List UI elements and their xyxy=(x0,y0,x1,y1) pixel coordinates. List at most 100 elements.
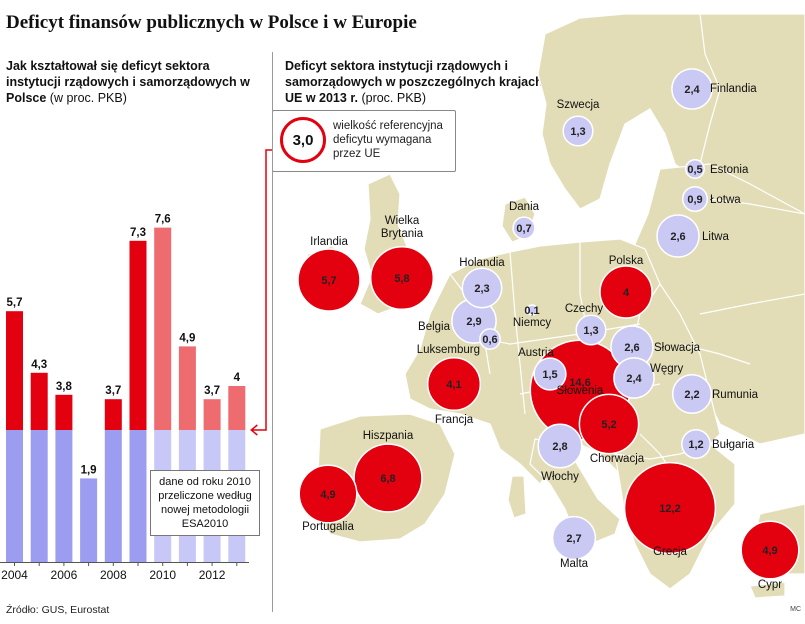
bar-value-label: 3,7 xyxy=(105,385,121,397)
bubble-dania xyxy=(512,216,536,240)
bar-value-labels: 5,7 4,3 3,8 1,9 3,7 7,3 7,6 4,9 3,7 4 xyxy=(7,214,241,477)
reference-circle-icon: 3,0 xyxy=(280,117,326,163)
bar-2006-above-ref xyxy=(55,394,73,430)
bar-value-label: 7,3 xyxy=(130,227,146,239)
country-label-hiszpania: Hiszpania xyxy=(363,430,414,442)
bubble-estonia xyxy=(685,159,705,179)
country-label-węgry: Węgry xyxy=(650,363,683,375)
bubble-holandia xyxy=(461,267,503,309)
bubble-value-estonia: 0,5 xyxy=(687,164,702,176)
bar-2005-above-ref xyxy=(30,372,48,430)
bubble-czechy xyxy=(575,314,607,346)
bubble-value-luksemburg: 0,6 xyxy=(482,334,497,346)
bar-value-label: 3,8 xyxy=(56,381,73,393)
country-label-słowacja: Słowacja xyxy=(654,342,701,354)
bubble-bułgaria xyxy=(681,429,711,459)
bubble-value-włochy: 2,8 xyxy=(552,441,567,453)
legend-text: wielkość referencyjna deficytu wymagana … xyxy=(333,120,443,160)
europe-bubble-map: 2,4 Finlandia 1,3 Szwecja 0,5 Estonia 0,9 Łotwa… xyxy=(297,14,805,599)
bubble-value-chorwacja: 5,2 xyxy=(601,419,616,431)
bar-2005-below-ref xyxy=(30,430,48,562)
country-label-holandia: Holandia xyxy=(459,257,505,269)
country-label-francja: Francja xyxy=(435,414,474,426)
bubble-irlandia xyxy=(297,248,361,312)
bubble-francja xyxy=(426,356,482,412)
country-label-grecja: Grecja xyxy=(653,546,687,558)
bubble-finlandia xyxy=(671,68,713,110)
bar-2004-above-ref xyxy=(6,311,23,430)
border-line xyxy=(679,343,751,365)
border-line xyxy=(509,251,526,415)
bar-2011-above-ref xyxy=(178,346,196,430)
europe-land xyxy=(297,14,805,599)
country-label-litwa: Litwa xyxy=(702,231,729,243)
map-subtitle: Deficyt sektora instytucji rządowych i s… xyxy=(285,58,545,106)
x-tick-label: 2006 xyxy=(51,568,78,582)
bubble-value-dania: 0,7 xyxy=(516,223,531,235)
reference-arrow xyxy=(250,149,272,436)
country-label-wielka-brytania: Wielka xyxy=(385,215,420,227)
country-label-włochy: Włochy xyxy=(541,471,579,483)
bubble-luksemburg xyxy=(479,328,501,350)
page-title: Deficyt finansów publicznych w Polsce i … xyxy=(6,12,417,33)
bubble-niemcy xyxy=(526,304,538,316)
bubble-malta xyxy=(551,515,597,561)
land-cyprus xyxy=(749,581,786,599)
bubble-value-słowacja: 2,6 xyxy=(624,342,639,354)
x-tick-label: 2010 xyxy=(149,568,176,582)
bar-2004-below-ref xyxy=(6,430,23,562)
bubble-rumunia xyxy=(671,373,713,415)
x-tick-label: 2004 xyxy=(1,568,28,582)
map-subtitle-bold: Deficyt sektora instytucji rządowych i s… xyxy=(285,59,543,105)
bubble-value-holandia: 2,3 xyxy=(474,283,489,295)
bubble-węgry xyxy=(613,357,655,399)
country-label-wielka-brytania: Brytania xyxy=(381,228,424,240)
bar-value-label: 4,9 xyxy=(179,332,195,344)
left-subtitle-bold: Jak kształtował się deficyt sektora inst… xyxy=(6,59,250,105)
bubble-portugalia xyxy=(298,464,358,524)
country-label-rumunia: Rumunia xyxy=(712,389,759,401)
reference-legend: 3,0 wielkość referencyjna deficytu wymag… xyxy=(272,110,456,172)
legend-value: 3,0 xyxy=(292,131,314,149)
bubble-value-hiszpania: 6,8 xyxy=(380,473,395,485)
bubble-value-austria: 1,5 xyxy=(542,369,557,381)
country-label-luksemburg: Luksemburg xyxy=(417,344,480,356)
bubble-value-rumunia: 2,2 xyxy=(684,389,699,401)
country-label-estonia: Estonia xyxy=(710,164,749,176)
bubble-value-czechy: 1,3 xyxy=(583,325,598,337)
country-label-słowenia: Słowenia xyxy=(557,385,604,397)
bubble-value-litwa: 2,6 xyxy=(670,231,685,243)
bubble-value-francja: 4,1 xyxy=(446,379,461,391)
country-label-bułgaria: Bułgaria xyxy=(712,439,755,451)
country-label-belgia: Belgia xyxy=(418,321,451,333)
methodology-note: dane od roku 2010 przeliczone według now… xyxy=(150,470,260,536)
bubble-value-grecja: 12,2 xyxy=(659,503,680,515)
bubble-łotwa xyxy=(681,185,709,213)
country-label-chorwacja: Chorwacja xyxy=(590,453,645,465)
source-note: Źródło: GUS, Eurostat xyxy=(6,604,110,616)
x-axis-ticks: 2004 2006 2008 2010 2012 xyxy=(0,562,249,582)
bubble-value-bułgaria: 1,2 xyxy=(688,439,703,451)
bar-value-label: 3,7 xyxy=(204,385,220,397)
bar-2008-below-ref xyxy=(104,430,122,562)
bubble-value-belgia: 2,9 xyxy=(466,316,481,328)
bar-value-label: 7,6 xyxy=(155,214,171,226)
bar-2010-above-ref xyxy=(154,227,172,430)
bubble-value-cypr: 4,9 xyxy=(762,545,777,557)
bubble-austria xyxy=(533,357,567,391)
country-label-dania: Dania xyxy=(509,201,540,213)
bubble-value-niemcy: 0,1 xyxy=(524,305,539,317)
bubble-hiszpania xyxy=(353,443,423,513)
x-tick-label: 2012 xyxy=(199,568,226,582)
bubble-chorwacja xyxy=(578,393,640,455)
bar-value-label: 5,7 xyxy=(7,297,23,309)
bubble-value-wielka-brytania: 5,8 xyxy=(394,273,409,285)
bar-value-label: 1,9 xyxy=(81,464,97,476)
bubble-cypr xyxy=(740,520,800,580)
bar-value-label: 4 xyxy=(234,372,241,384)
bar-2006-below-ref xyxy=(55,430,73,562)
bubble-value-portugalia: 4,9 xyxy=(320,489,335,501)
country-label-irlandia: Irlandia xyxy=(310,236,348,248)
panel-divider xyxy=(272,52,273,612)
bar-2009-above-ref xyxy=(129,240,147,430)
